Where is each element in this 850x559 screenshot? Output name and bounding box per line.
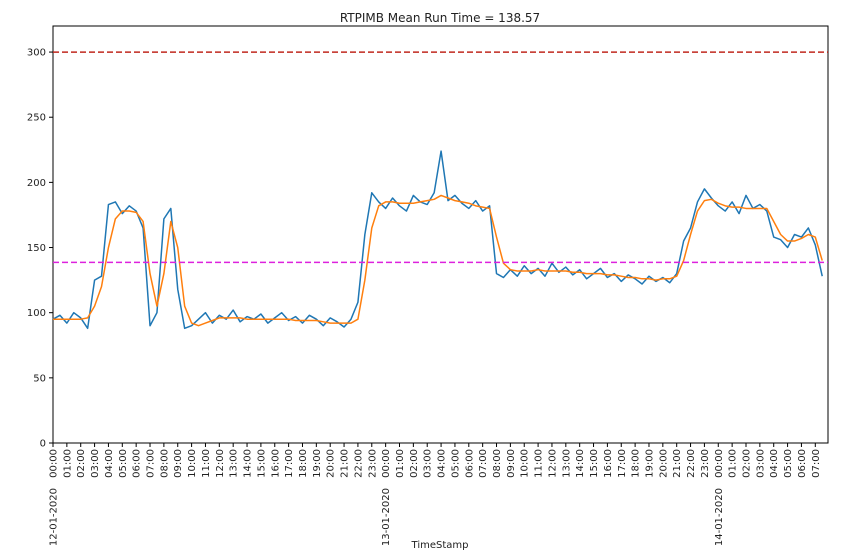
y-tick-label: 200 [27,178,46,189]
x-tick-label: 14:00 [575,449,586,478]
x-tick-label: 18:00 [631,449,642,478]
plot-area [52,25,829,444]
x-tick-label: 01:00 [395,449,406,478]
x-tick-label: 21:00 [340,449,351,478]
x-axis-label: TimeStamp [411,540,469,551]
x-tick-label: 23:00 [700,449,711,478]
x-tick-label: 00:00 [381,449,392,478]
x-tick-label: 18:00 [298,449,309,478]
x-tick-label: 00:00 [49,449,60,478]
x-tick-label: 15:00 [256,449,267,478]
x-tick-label: 07:00 [811,449,822,478]
date-tick-label: 13-01-2020 [381,488,392,546]
x-tick-label: 04:00 [104,449,115,478]
x-tick-label: 11:00 [201,449,212,478]
x-tick-label: 08:00 [492,449,503,478]
y-tick-label: 300 [27,48,46,59]
x-tick-label: 01:00 [62,449,73,478]
x-tick-label: 16:00 [270,449,281,478]
x-tick-label: 07:00 [146,449,157,478]
x-tick-label: 09:00 [173,449,184,478]
x-tick-label: 22:00 [353,449,364,478]
y-tick-label: 150 [27,243,46,254]
x-tick-label: 10:00 [187,449,198,478]
x-tick-label: 06:00 [132,449,143,478]
x-tick-label: 17:00 [617,449,628,478]
x-tick-label: 17:00 [284,449,295,478]
x-tick-label: 12:00 [547,449,558,478]
series-line [53,194,823,327]
x-tick-label: 19:00 [312,449,323,478]
x-tick-label: 12:00 [215,449,226,478]
x-tick-label: 05:00 [450,449,461,478]
y-tick-label: 100 [27,308,46,319]
x-tick-label: 14:00 [243,449,254,478]
x-tick-label: 02:00 [409,449,420,478]
y-tick-label: 50 [33,373,46,384]
x-tick-label: 02:00 [741,449,752,478]
x-tick-label: 05:00 [783,449,794,478]
x-tick-label: 06:00 [797,449,808,478]
y-tick-label: 250 [27,113,46,124]
x-tick-label: 10:00 [520,449,531,478]
x-tick-label: 03:00 [90,449,101,478]
x-tick-label: 01:00 [728,449,739,478]
date-tick-label: 14-01-2020 [714,488,725,546]
x-tick-label: 08:00 [159,449,170,478]
x-tick-label: 07:00 [478,449,489,478]
x-tick-label: 03:00 [423,449,434,478]
x-tick-label: 02:00 [76,449,87,478]
x-tick-label: 04:00 [437,449,448,478]
x-tick-label: 13:00 [229,449,240,478]
x-tick-label: 09:00 [506,449,517,478]
x-tick-label: 06:00 [464,449,475,478]
x-tick-label: 05:00 [118,449,129,478]
chart-title: RTPIMB Mean Run Time = 138.57 [340,11,540,25]
x-tick-label: 19:00 [644,449,655,478]
x-tick-label: 22:00 [686,449,697,478]
series-line [52,150,823,330]
x-tick-label: 04:00 [769,449,780,478]
y-tick-label: 0 [40,439,46,450]
x-tick-label: 20:00 [658,449,669,478]
x-tick-label: 13:00 [561,449,572,478]
x-tick-label: 11:00 [534,449,545,478]
x-tick-label: 03:00 [755,449,766,478]
x-tick-label: 16:00 [603,449,614,478]
x-tick-label: 20:00 [326,449,337,478]
date-tick-label: 12-01-2020 [49,488,60,546]
x-tick-label: 21:00 [672,449,683,478]
x-tick-label: 23:00 [367,449,378,478]
x-tick-label: 00:00 [714,449,725,478]
x-tick-label: 15:00 [589,449,600,478]
